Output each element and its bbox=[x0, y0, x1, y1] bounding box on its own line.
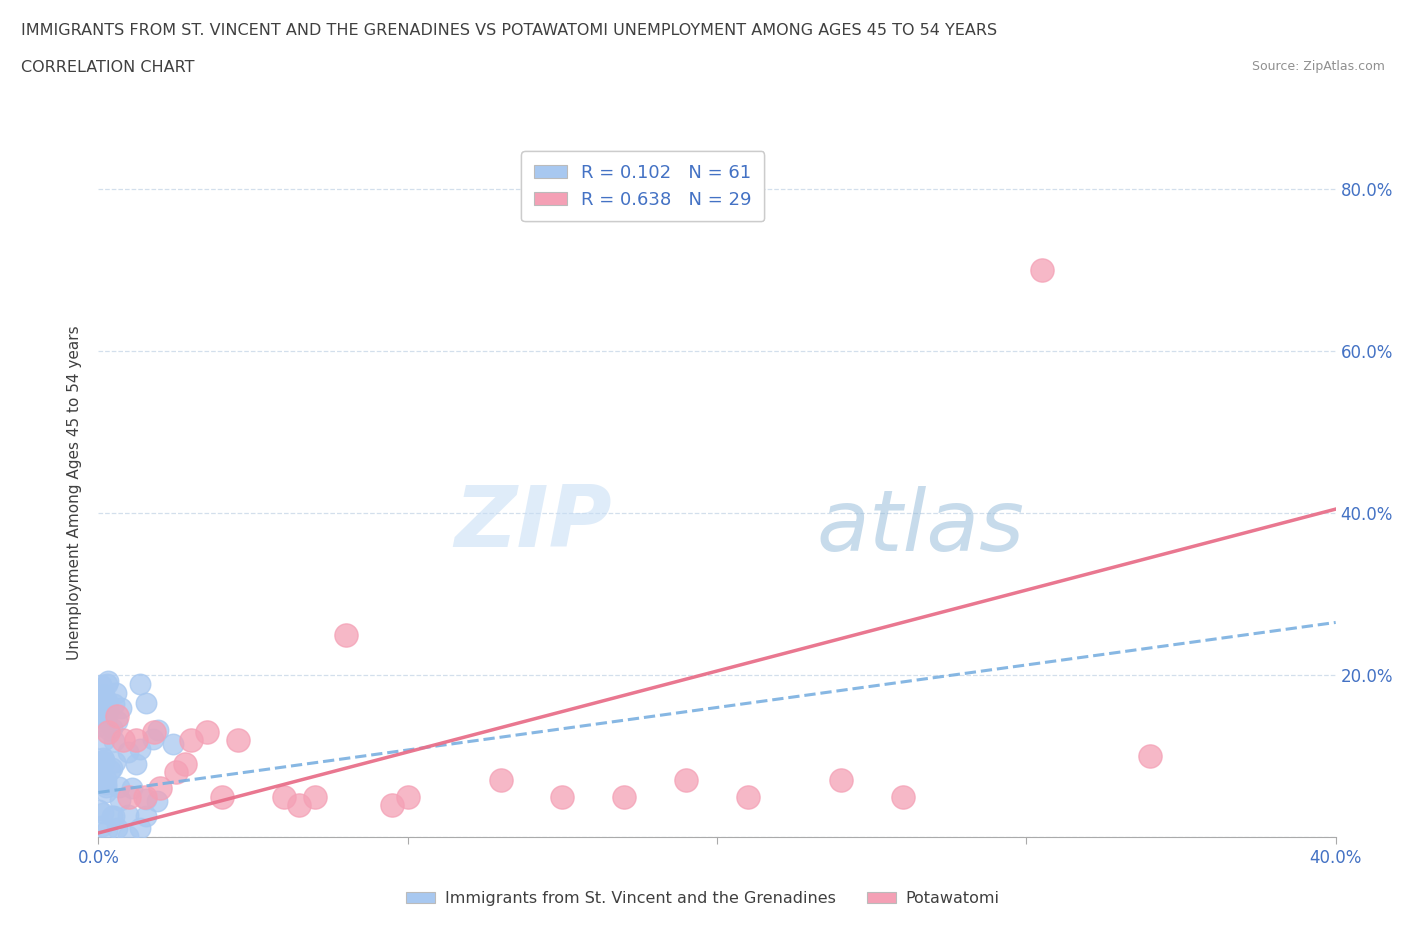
Point bbox=[93, 733, 115, 748]
Point bbox=[87, 803, 110, 817]
Point bbox=[551, 789, 574, 804]
Point bbox=[128, 677, 150, 692]
Point bbox=[89, 719, 111, 734]
Point bbox=[142, 731, 165, 746]
Point bbox=[226, 733, 249, 748]
Point bbox=[489, 773, 512, 788]
Point bbox=[96, 700, 118, 715]
Point bbox=[105, 821, 128, 836]
Point bbox=[124, 733, 146, 748]
Legend: R = 0.102   N = 61, R = 0.638   N = 29: R = 0.102 N = 61, R = 0.638 N = 29 bbox=[522, 151, 765, 221]
Point bbox=[96, 785, 118, 800]
Point bbox=[101, 720, 124, 735]
Point bbox=[117, 745, 139, 760]
Point bbox=[100, 761, 122, 776]
Point bbox=[180, 733, 202, 748]
Point bbox=[93, 688, 115, 703]
Text: ZIP: ZIP bbox=[454, 483, 612, 565]
Point bbox=[129, 820, 152, 835]
Point bbox=[90, 762, 112, 777]
Point bbox=[103, 809, 125, 824]
Point bbox=[91, 805, 114, 820]
Point bbox=[891, 789, 914, 804]
Point bbox=[110, 700, 132, 715]
Point bbox=[89, 710, 111, 724]
Point bbox=[737, 789, 759, 804]
Point bbox=[104, 754, 127, 769]
Point bbox=[162, 737, 184, 751]
Point bbox=[97, 673, 120, 688]
Point bbox=[105, 713, 128, 728]
Point bbox=[91, 753, 114, 768]
Point bbox=[118, 789, 141, 804]
Point bbox=[89, 692, 111, 707]
Text: atlas: atlas bbox=[815, 485, 1024, 569]
Point bbox=[134, 789, 156, 804]
Point bbox=[304, 789, 326, 804]
Point bbox=[97, 703, 120, 718]
Point bbox=[396, 789, 419, 804]
Point bbox=[335, 627, 357, 642]
Text: IMMIGRANTS FROM ST. VINCENT AND THE GRENADINES VS POTAWATOMI UNEMPLOYMENT AMONG : IMMIGRANTS FROM ST. VINCENT AND THE GREN… bbox=[21, 23, 997, 38]
Point bbox=[195, 724, 218, 739]
Point bbox=[97, 700, 120, 715]
Point bbox=[96, 676, 118, 691]
Point bbox=[94, 772, 117, 787]
Point bbox=[93, 752, 115, 767]
Point bbox=[101, 808, 124, 823]
Point bbox=[613, 789, 636, 804]
Point bbox=[174, 757, 197, 772]
Point bbox=[98, 763, 121, 777]
Point bbox=[96, 693, 118, 708]
Point bbox=[165, 764, 187, 779]
Point bbox=[104, 686, 127, 701]
Point bbox=[121, 781, 143, 796]
Text: Source: ZipAtlas.com: Source: ZipAtlas.com bbox=[1251, 60, 1385, 73]
Point bbox=[105, 708, 128, 723]
Y-axis label: Unemployment Among Ages 45 to 54 years: Unemployment Among Ages 45 to 54 years bbox=[67, 326, 83, 660]
Point bbox=[90, 704, 112, 719]
Point bbox=[117, 807, 139, 822]
Point bbox=[96, 823, 118, 838]
Point bbox=[94, 777, 117, 792]
Point bbox=[107, 779, 129, 794]
Text: CORRELATION CHART: CORRELATION CHART bbox=[21, 60, 194, 75]
Point bbox=[135, 808, 157, 823]
Point bbox=[91, 818, 114, 833]
Point bbox=[108, 792, 131, 807]
Point bbox=[112, 733, 135, 748]
Point bbox=[830, 773, 852, 788]
Legend: Immigrants from St. Vincent and the Grenadines, Potawatomi: Immigrants from St. Vincent and the Gren… bbox=[399, 885, 1007, 912]
Point bbox=[90, 677, 112, 692]
Point bbox=[288, 797, 311, 812]
Point bbox=[94, 779, 117, 794]
Point bbox=[1139, 749, 1161, 764]
Point bbox=[149, 781, 172, 796]
Point bbox=[143, 724, 166, 739]
Point bbox=[103, 697, 125, 711]
Point bbox=[90, 774, 112, 789]
Point bbox=[211, 789, 233, 804]
Point bbox=[117, 829, 139, 844]
Point bbox=[1031, 263, 1053, 278]
Point bbox=[91, 751, 114, 765]
Point bbox=[135, 696, 157, 711]
Point bbox=[97, 724, 120, 739]
Point bbox=[273, 789, 295, 804]
Point bbox=[89, 755, 111, 770]
Point bbox=[135, 791, 157, 806]
Point bbox=[94, 711, 117, 726]
Point bbox=[124, 757, 146, 772]
Point bbox=[129, 742, 152, 757]
Point bbox=[93, 754, 115, 769]
Point bbox=[97, 723, 120, 737]
Point bbox=[93, 698, 115, 712]
Point bbox=[381, 797, 404, 812]
Point bbox=[146, 793, 169, 808]
Point bbox=[146, 723, 169, 737]
Point bbox=[103, 734, 125, 749]
Point bbox=[94, 707, 117, 722]
Point bbox=[675, 773, 697, 788]
